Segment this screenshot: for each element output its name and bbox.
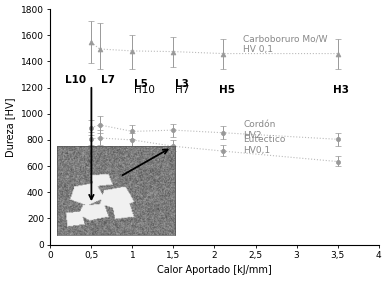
X-axis label: Calor Aportado [kJ/mm]: Calor Aportado [kJ/mm] xyxy=(157,266,272,275)
Text: H3: H3 xyxy=(334,85,349,95)
Text: L10: L10 xyxy=(65,75,86,85)
Text: H10: H10 xyxy=(134,85,155,95)
Text: Cordón
HV2: Cordón HV2 xyxy=(243,120,276,140)
Text: L3: L3 xyxy=(175,79,189,89)
Text: Carboboruro Mo/W
HV 0,1: Carboboruro Mo/W HV 0,1 xyxy=(243,34,328,55)
Text: L5: L5 xyxy=(134,79,148,89)
Y-axis label: Dureza [HV]: Dureza [HV] xyxy=(5,97,15,157)
Text: H5: H5 xyxy=(219,85,235,95)
Text: L7: L7 xyxy=(101,75,115,85)
Text: Eutectico
HV0,1: Eutectico HV0,1 xyxy=(243,135,286,155)
Text: H7: H7 xyxy=(175,85,190,95)
